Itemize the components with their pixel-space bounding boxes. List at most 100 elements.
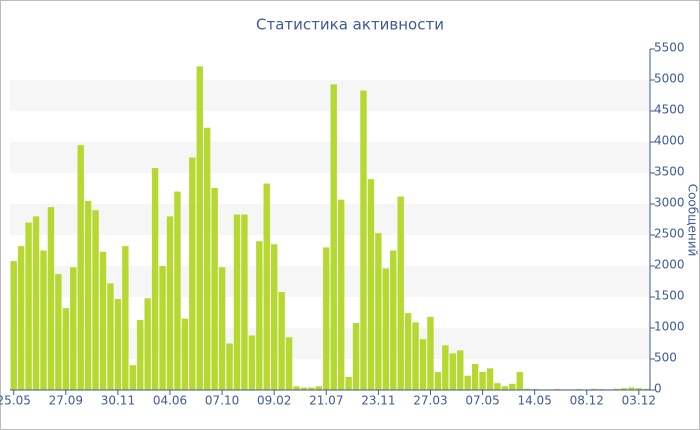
bar <box>308 387 315 390</box>
bar <box>40 250 47 390</box>
bar <box>263 183 270 390</box>
bar <box>226 343 233 390</box>
y-tick-label: 4000 <box>654 134 685 148</box>
y-tick-label: 3500 <box>654 165 685 179</box>
bar <box>129 365 136 390</box>
bar <box>360 90 367 390</box>
bar <box>70 267 77 390</box>
bar <box>293 386 300 390</box>
bar <box>174 191 181 390</box>
bar <box>494 383 501 390</box>
bar <box>620 388 628 390</box>
bar <box>337 199 345 390</box>
bar <box>524 388 531 390</box>
y-tick-label: 0 <box>654 382 662 396</box>
bar <box>144 298 151 390</box>
x-tick-label: 07.05 <box>465 394 499 408</box>
y-axis-title: Сообщений <box>686 184 700 257</box>
axes: 0 500 1000 1500 2000 2500 3000 3500 4000 4500 5000… <box>0 41 685 408</box>
bar <box>367 179 375 390</box>
bar <box>159 266 166 390</box>
grid-band <box>10 142 650 173</box>
bar <box>32 216 40 390</box>
bar <box>77 145 84 390</box>
bar <box>382 268 390 390</box>
bar <box>427 316 434 390</box>
x-tick-label: 08.12 <box>570 394 604 408</box>
bar <box>196 66 203 391</box>
x-tick-label: 09.02 <box>257 394 291 408</box>
bar <box>55 274 62 390</box>
bar <box>285 337 293 390</box>
bar <box>323 247 330 390</box>
bar <box>628 387 635 390</box>
bar <box>17 246 25 390</box>
bar <box>442 345 449 390</box>
bar <box>218 267 226 390</box>
y-tick-label: 2000 <box>654 258 685 272</box>
bar <box>486 368 494 390</box>
bar <box>248 335 256 390</box>
bar <box>151 168 159 390</box>
bar <box>613 388 620 390</box>
bar <box>204 127 211 391</box>
y-tick-label: 500 <box>654 351 677 365</box>
x-tick-label: 21.07 <box>309 394 343 408</box>
bar <box>114 298 122 390</box>
bar <box>315 386 323 390</box>
x-tick-label: 07.10 <box>205 394 239 408</box>
bar <box>352 323 360 390</box>
chart-title: Статистика активности <box>256 16 444 34</box>
bar <box>375 233 382 390</box>
bar <box>166 216 174 390</box>
bar <box>509 383 516 390</box>
x-tick-label: 14.05 <box>517 394 551 408</box>
bar <box>457 350 464 390</box>
bar <box>92 210 99 390</box>
bar <box>501 386 509 390</box>
bar <box>10 261 17 390</box>
bar <box>84 200 92 390</box>
bar <box>479 372 486 390</box>
x-tick-label: 04.06 <box>153 394 187 408</box>
x-tick-label: 27.03 <box>413 394 447 408</box>
bar <box>434 372 442 390</box>
x-tick-label: 30.11 <box>101 394 135 408</box>
bar <box>189 157 196 390</box>
bar <box>471 363 479 390</box>
y-tick-label: 4500 <box>654 103 685 117</box>
bar <box>47 207 55 390</box>
bar <box>590 388 598 390</box>
bar <box>278 292 285 390</box>
y-tick-label: 1000 <box>654 320 685 334</box>
bar <box>397 196 404 390</box>
x-tick-label: 03.12 <box>622 394 656 408</box>
bar <box>464 375 471 390</box>
bar <box>107 283 114 390</box>
bar <box>404 313 412 390</box>
bar <box>330 84 337 390</box>
y-tick-label: 1500 <box>654 289 685 303</box>
bar <box>233 214 241 390</box>
bar <box>122 246 129 390</box>
grid-band <box>10 80 650 111</box>
bar <box>643 388 650 390</box>
bar <box>516 372 523 390</box>
bar <box>635 388 643 390</box>
bar <box>419 339 427 390</box>
y-tick-label: 5000 <box>654 72 685 86</box>
bar <box>449 353 456 390</box>
y-tick-label: 3000 <box>654 196 685 210</box>
grid-band <box>10 266 650 297</box>
bar <box>412 322 419 390</box>
bar <box>300 387 308 390</box>
x-tick-label: 25.05 <box>0 394 31 408</box>
bars <box>10 66 650 391</box>
x-tick-label: 27.09 <box>49 394 83 408</box>
bar <box>99 251 107 390</box>
bar <box>62 308 70 390</box>
x-tick-label: 23.11 <box>361 394 395 408</box>
bar <box>270 244 278 390</box>
